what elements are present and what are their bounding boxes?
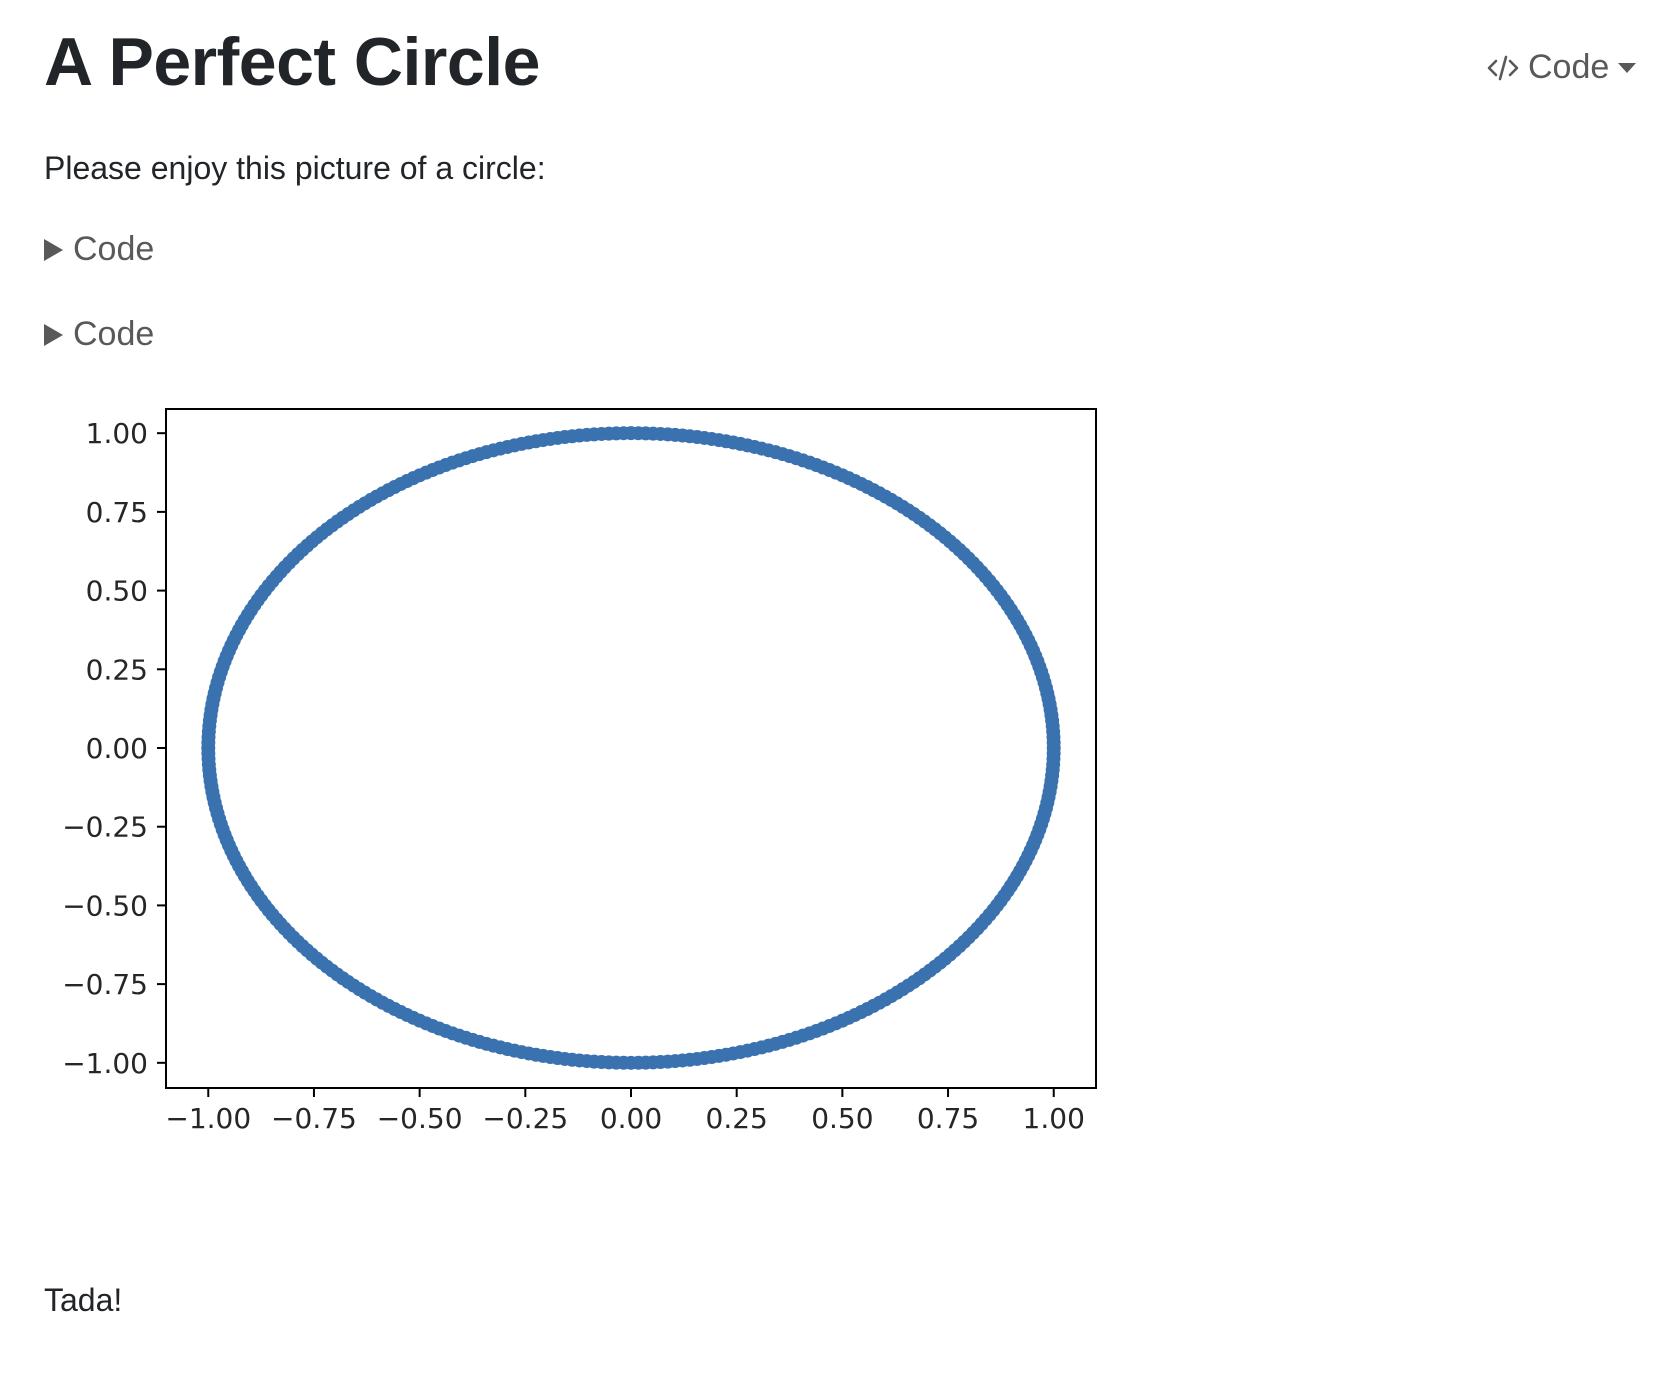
disclosure-triangle-icon	[44, 238, 63, 261]
x-tick-label: 0.25	[706, 1102, 768, 1135]
code-fold-toggle[interactable]: Code	[44, 230, 154, 269]
x-tick-label: 1.00	[1023, 1102, 1085, 1135]
y-tick-label: −1.00	[62, 1047, 148, 1080]
y-tick-label: 0.00	[86, 732, 148, 765]
disclosure-triangle-icon	[44, 323, 63, 346]
x-tick-label: 0.50	[811, 1102, 873, 1135]
y-tick-label: −0.25	[62, 811, 148, 844]
x-tick-label: 0.75	[917, 1102, 979, 1135]
x-tick-label: −0.75	[271, 1102, 357, 1135]
page-title: A Perfect Circle	[44, 24, 540, 100]
y-tick-label: −0.50	[62, 889, 148, 922]
caret-down-icon	[1617, 61, 1637, 75]
y-tick-label: −0.75	[62, 968, 148, 1001]
code-fold-toggle[interactable]: Code	[44, 315, 154, 354]
outro-text: Tada!	[44, 1282, 123, 1318]
scatter-plot-figure: −1.00 −0.75 −0.50 −0.25 0.00 0.25 0.50 0.75 1.00…	[60, 408, 1180, 1228]
x-tick-label: 0.00	[600, 1102, 662, 1135]
intro-text: Please enjoy this picture of a circle:	[44, 150, 546, 186]
scatter-plot: −1.00 −0.75 −0.50 −0.25 0.00 0.25 0.50 0.75 1.00…	[62, 408, 1097, 1135]
code-fold-label: Code	[73, 315, 155, 353]
y-tick-label: 1.00	[86, 417, 148, 450]
y-tick-label: 0.75	[86, 496, 148, 529]
y-tick-label: 0.25	[86, 653, 148, 686]
code-fold-label: Code	[73, 230, 155, 268]
x-tick-label: −0.50	[377, 1102, 463, 1135]
code-tools-label: Code	[1528, 48, 1610, 86]
plot-frame	[165, 408, 1097, 1089]
x-tick-label: −0.25	[482, 1102, 568, 1135]
code-icon	[1486, 53, 1520, 83]
y-tick-label: 0.50	[86, 575, 148, 608]
code-tools-menu[interactable]: Code	[1486, 48, 1637, 87]
x-tick-label: −1.00	[165, 1102, 251, 1135]
data-point	[1046, 746, 1061, 761]
